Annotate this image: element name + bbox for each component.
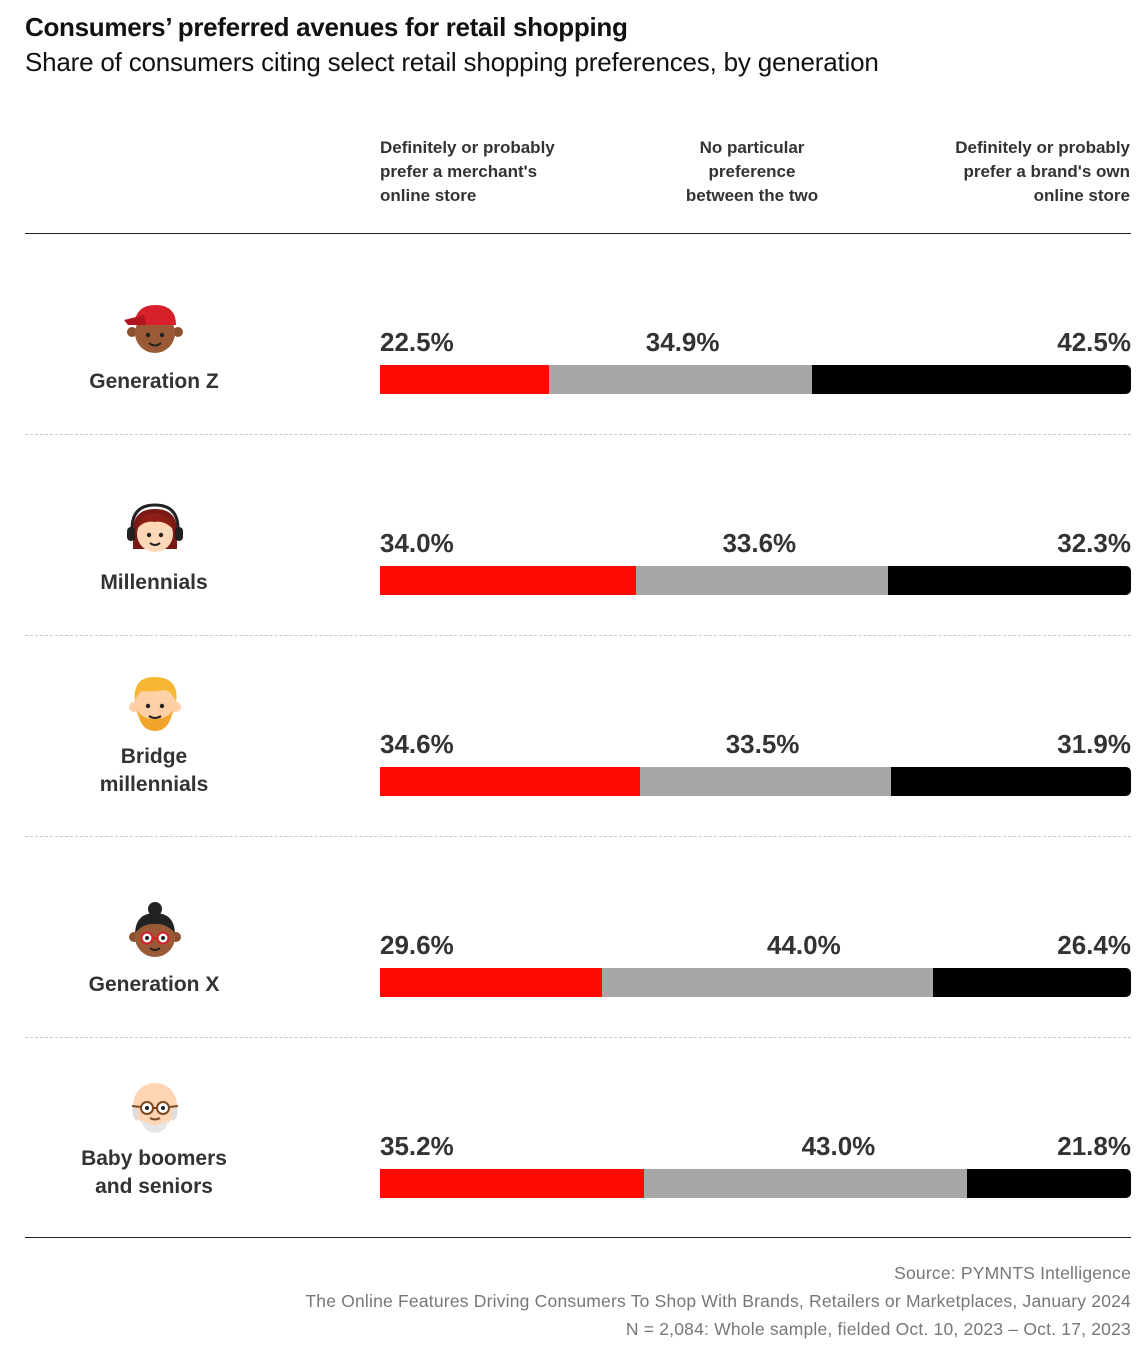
bar-segment-no-preference bbox=[602, 968, 934, 997]
data-label-brand: 32.3% bbox=[1057, 528, 1131, 558]
data-label-merchant: 34.0% bbox=[380, 528, 454, 558]
column-header-brand: Definitely or probably prefer a brand's … bbox=[910, 136, 1130, 208]
generation-label-line: Baby boomers bbox=[81, 1147, 227, 1170]
bar-segment-no-preference bbox=[639, 767, 892, 796]
bar-segment-no-preference bbox=[549, 365, 812, 394]
bar-segment-brand bbox=[891, 767, 1131, 796]
column-header-line: prefer a brand's own bbox=[963, 162, 1130, 181]
bar-segment-brand bbox=[888, 566, 1131, 595]
bar-segment-merchant bbox=[380, 365, 550, 394]
generation-label-line: and seniors bbox=[95, 1175, 213, 1198]
source-line: Source: PYMNTS Intelligence bbox=[894, 1263, 1131, 1283]
column-header-line: Definitely or probably bbox=[380, 138, 555, 157]
woman-headset-avatar-icon bbox=[124, 499, 186, 561]
bar-segment-merchant bbox=[380, 767, 641, 796]
data-label-merchant: 34.6% bbox=[380, 729, 454, 759]
chart-title: Consumers’ preferred avenues for retail … bbox=[25, 12, 628, 42]
data-label-no-preference: 33.6% bbox=[722, 528, 797, 558]
data-label-brand: 21.8% bbox=[1057, 1131, 1131, 1161]
column-header-line: between the two bbox=[685, 186, 819, 205]
data-label-merchant: 35.2% bbox=[380, 1131, 454, 1161]
stacked-bar bbox=[380, 767, 1131, 796]
bar-segment-brand bbox=[967, 1169, 1131, 1198]
generation-label-line: Generation Z bbox=[89, 370, 219, 393]
column-header-line: online store bbox=[1033, 186, 1130, 205]
data-label-merchant: 29.6% bbox=[380, 930, 454, 960]
stacked-bar bbox=[380, 566, 1131, 595]
generation-label-line: Generation X bbox=[88, 973, 220, 996]
bald-senior-glasses-avatar-icon bbox=[124, 1075, 186, 1137]
bar-segment-merchant bbox=[380, 968, 603, 997]
row-separator bbox=[25, 434, 1131, 435]
data-label-no-preference: 44.0% bbox=[767, 930, 841, 960]
bearded-man-avatar-icon bbox=[124, 673, 186, 735]
header-rule bbox=[25, 233, 1131, 234]
generation-label: Baby boomers and seniors bbox=[40, 1145, 268, 1201]
row-separator bbox=[25, 836, 1131, 837]
generation-label-line: Bridge bbox=[120, 745, 188, 768]
bar-segment-merchant bbox=[380, 566, 637, 595]
report-title-line: The Online Features Driving Consumers To… bbox=[305, 1291, 1131, 1311]
column-header-line: Definitely or probably bbox=[955, 138, 1130, 157]
data-label-no-preference: 33.5% bbox=[725, 729, 800, 759]
data-label-brand: 31.9% bbox=[1057, 729, 1131, 759]
generation-label: Millennials bbox=[40, 569, 268, 597]
sample-note-line: N = 2,084: Whole sample, fielded Oct. 10… bbox=[625, 1319, 1131, 1339]
data-label-no-preference: 34.9% bbox=[645, 327, 720, 357]
generation-label-line: Millennials bbox=[100, 571, 208, 594]
generation-label: Generation Z bbox=[40, 368, 268, 396]
stacked-bar bbox=[380, 968, 1131, 997]
bar-segment-merchant bbox=[380, 1169, 645, 1198]
bar-segment-no-preference bbox=[635, 566, 889, 595]
bar-segment-no-preference bbox=[644, 1169, 968, 1198]
data-label-brand: 26.4% bbox=[1057, 930, 1131, 960]
generation-label: Generation X bbox=[40, 971, 268, 999]
column-header-line: prefer a merchant's bbox=[380, 162, 538, 181]
bar-segment-brand bbox=[932, 968, 1131, 997]
teen-cap-avatar-icon bbox=[124, 298, 186, 360]
column-header-line: online store bbox=[380, 186, 477, 205]
bar-segment-brand bbox=[811, 365, 1131, 394]
column-header-line: preference bbox=[708, 162, 796, 181]
column-header-merchant: Definitely or probably prefer a merchant… bbox=[380, 136, 600, 208]
data-label-merchant: 22.5% bbox=[380, 327, 454, 357]
column-header-line: No particular bbox=[699, 138, 805, 157]
chart-subtitle: Share of consumers citing select retail … bbox=[25, 47, 879, 77]
woman-bun-glasses-avatar-icon bbox=[124, 901, 186, 963]
generation-label-line: millennials bbox=[99, 773, 209, 796]
stacked-bar bbox=[380, 1169, 1131, 1198]
generation-label: Bridge millennials bbox=[40, 743, 268, 799]
stacked-bar bbox=[380, 365, 1131, 394]
data-label-brand: 42.5% bbox=[1057, 327, 1131, 357]
row-separator bbox=[25, 1037, 1131, 1038]
footer-rule bbox=[25, 1237, 1131, 1238]
data-label-no-preference: 43.0% bbox=[801, 1131, 876, 1161]
column-header-no-preference: No particular preference between the two bbox=[642, 136, 862, 208]
row-separator bbox=[25, 635, 1131, 636]
